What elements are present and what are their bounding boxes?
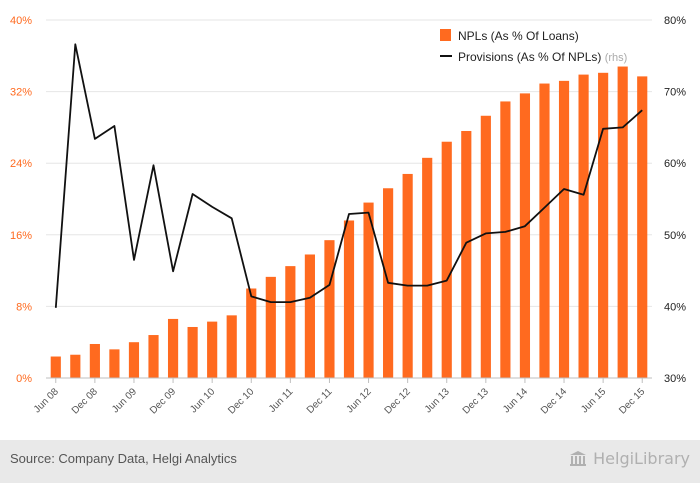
footer: Source: Company Data, Helgi Analytics He… bbox=[0, 440, 700, 483]
x-tick-label: Dec 12 bbox=[383, 386, 413, 416]
y-left-tick-label: 32% bbox=[10, 87, 32, 99]
npl-bar bbox=[637, 76, 648, 378]
x-tick-label: Jun 15 bbox=[579, 386, 608, 415]
npl-bar bbox=[304, 254, 315, 378]
x-tick-label: Jun 10 bbox=[188, 386, 217, 415]
x-axis: Jun 08 Dec 08 Jun 09 Dec 09 Jun 10 Dec 10 Jun … bbox=[32, 377, 652, 417]
source-text: Source: Company Data, Helgi Analytics bbox=[10, 451, 237, 466]
x-tick-label: Dec 10 bbox=[226, 386, 256, 416]
npl-bar bbox=[578, 74, 589, 378]
npl-bar bbox=[285, 266, 296, 378]
chart-area: 0% 8% 16% 24% 32% 40% 30% 40% 50% 60% 70% 80% Jun … bbox=[10, 15, 686, 417]
provisions-line-group bbox=[54, 43, 643, 308]
y-right-tick-label: 80% bbox=[664, 15, 686, 27]
y-right-tick-label: 40% bbox=[664, 301, 686, 313]
npl-bar bbox=[500, 101, 511, 378]
y-left-tick-label: 40% bbox=[10, 15, 32, 27]
x-tick-label: Jun 14 bbox=[501, 386, 530, 415]
npl-bar bbox=[265, 276, 276, 378]
npl-bar bbox=[128, 342, 140, 378]
y-right-tick-label: 60% bbox=[664, 158, 686, 170]
y-axis-right: 30% 40% 50% 60% 70% 80% bbox=[664, 15, 686, 385]
helgi-library-logo[interactable]: HelgiLibrary bbox=[569, 449, 690, 468]
x-tick-label: Dec 14 bbox=[539, 386, 569, 416]
npl-provisions-chart: 0% 8% 16% 24% 32% 40% 30% 40% 50% 60% 70% 80% Jun … bbox=[10, 15, 686, 417]
x-tick-label: Jun 09 bbox=[110, 386, 139, 415]
logo-text: HelgiLibrary bbox=[593, 449, 690, 468]
npl-bar bbox=[109, 349, 120, 378]
legend-label-npl: NPLs (As % Of Loans) bbox=[458, 29, 579, 43]
legend-label-provisions: Provisions (As % Of NPLs) (rhs) bbox=[458, 50, 627, 64]
x-tick-label: Dec 08 bbox=[70, 386, 100, 416]
npl-bar bbox=[617, 66, 628, 378]
npl-bar bbox=[598, 72, 609, 379]
x-tick-label: Dec 11 bbox=[305, 386, 335, 416]
npl-bar bbox=[50, 356, 61, 378]
npl-bar bbox=[70, 354, 81, 378]
npl-bars bbox=[50, 66, 648, 379]
y-left-tick-label: 0% bbox=[16, 373, 32, 385]
npl-bar bbox=[441, 141, 452, 378]
y-left-tick-label: 8% bbox=[16, 301, 32, 313]
x-tick-label: Dec 13 bbox=[461, 386, 491, 416]
npl-bar bbox=[558, 80, 570, 379]
y-right-tick-label: 50% bbox=[664, 230, 686, 242]
y-left-tick-label: 24% bbox=[10, 158, 32, 170]
npl-bar bbox=[343, 220, 355, 378]
y-left-tick-label: 16% bbox=[10, 230, 32, 242]
npl-bar bbox=[167, 318, 179, 378]
npl-bar bbox=[207, 321, 218, 378]
npl-bar bbox=[461, 130, 472, 378]
npl-bar bbox=[539, 83, 550, 379]
npl-bar bbox=[324, 240, 335, 378]
legend: NPLs (As % Of Loans) Provisions (As % Of … bbox=[440, 29, 627, 64]
x-tick-label: Dec 09 bbox=[148, 386, 178, 416]
npl-bar bbox=[187, 326, 198, 378]
npl-bar bbox=[422, 157, 433, 378]
y-axis-left: 0% 8% 16% 24% 32% 40% bbox=[10, 15, 32, 385]
npl-bar bbox=[480, 115, 491, 378]
npl-bar bbox=[402, 173, 413, 378]
y-right-tick-label: 30% bbox=[664, 373, 686, 385]
npl-bar bbox=[519, 93, 531, 378]
legend-swatch-npl bbox=[440, 29, 451, 41]
library-building-icon bbox=[570, 450, 587, 466]
npl-bar bbox=[363, 202, 374, 378]
x-tick-label: Jun 13 bbox=[423, 386, 452, 415]
x-tick-label: Jun 08 bbox=[32, 386, 61, 415]
npl-bar bbox=[89, 343, 100, 378]
y-right-tick-label: 70% bbox=[664, 87, 686, 99]
provisions-line bbox=[54, 43, 643, 308]
x-tick-label: Dec 15 bbox=[617, 386, 647, 416]
npl-bar bbox=[246, 288, 257, 378]
npl-bar bbox=[226, 315, 237, 378]
x-tick-label: Jun 12 bbox=[345, 386, 374, 415]
x-tick-label: Jun 11 bbox=[267, 386, 296, 415]
npl-bar bbox=[148, 335, 159, 378]
